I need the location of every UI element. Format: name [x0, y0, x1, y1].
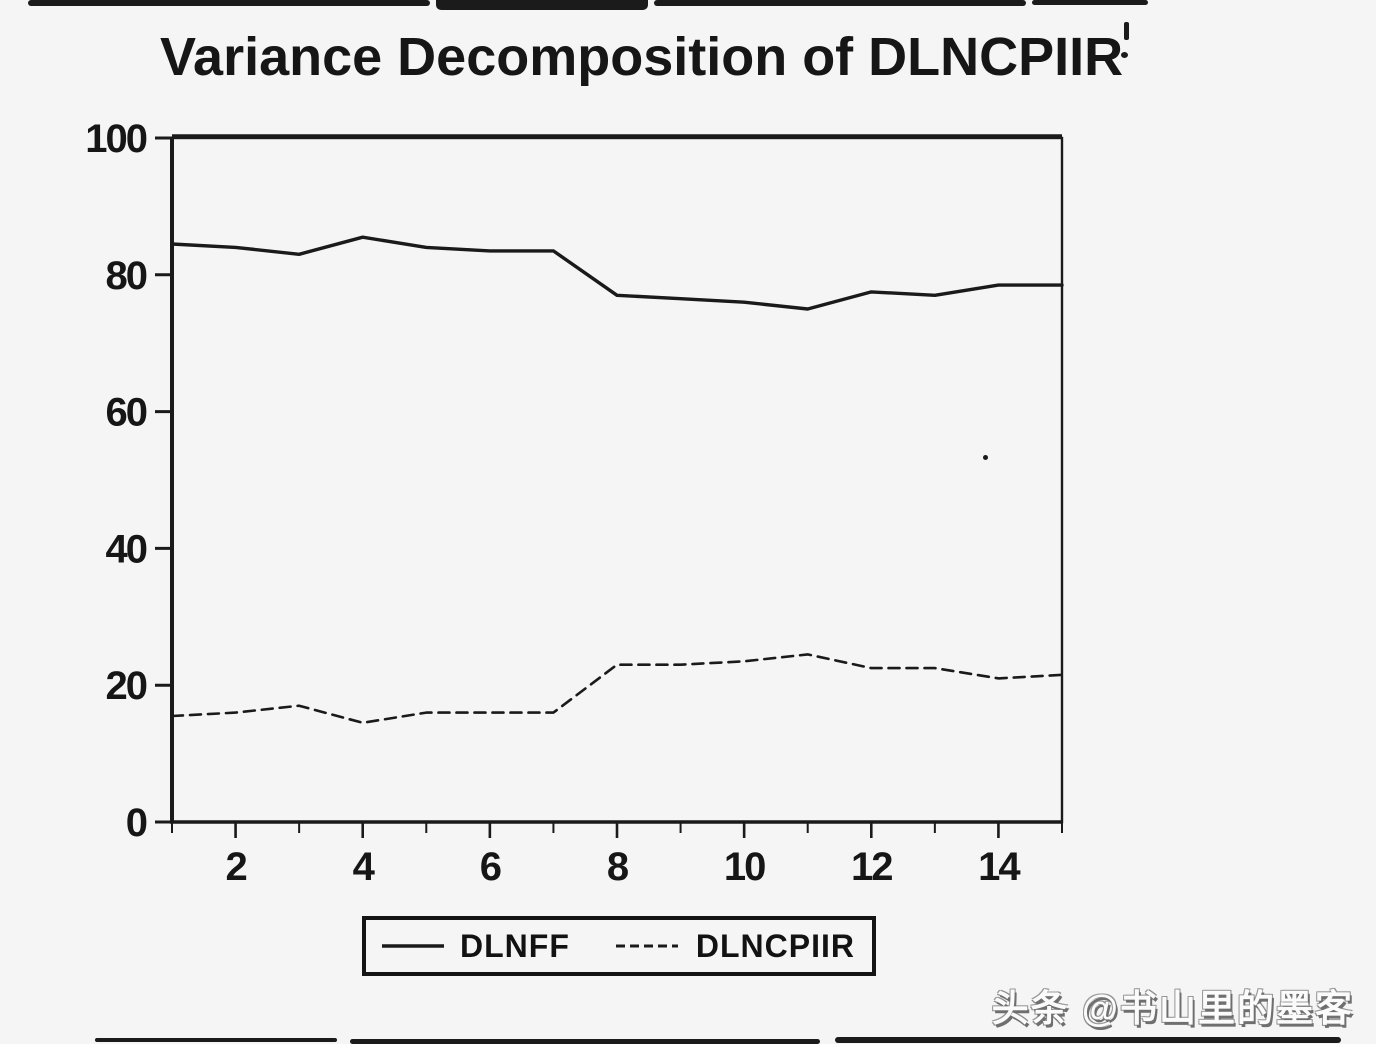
- x-tick-label: 8: [607, 845, 629, 889]
- x-tick-label: 12: [851, 845, 892, 889]
- x-tick-label: 10: [724, 845, 765, 889]
- scan-speck: [1124, 22, 1129, 40]
- scan-smudge-top: [436, 0, 648, 10]
- scan-smudge-top: [654, 0, 1026, 6]
- scan-speck: [1121, 52, 1128, 58]
- y-tick-label: 60: [106, 391, 147, 435]
- legend-label-dlnff: DLNFF: [460, 927, 570, 964]
- plot-border: [170, 136, 1064, 824]
- legend-item-dlncpiir: DLNCPIIR: [614, 928, 855, 965]
- scan-smudge-bottom: [350, 1039, 820, 1044]
- scan-smudge-bottom: [835, 1037, 1341, 1043]
- y-tick-label: 100: [85, 117, 146, 161]
- x-tick-label: 6: [480, 845, 501, 889]
- series-line-dlnff: [170, 235, 1064, 311]
- series-line-dlncpiir: [170, 653, 1064, 725]
- scan-smudge-top: [28, 0, 430, 6]
- scan-smudge-bottom: [95, 1038, 337, 1042]
- x-tick-label: 14: [978, 845, 1021, 889]
- x-tick-label: 4: [353, 845, 376, 889]
- chart-title: Variance Decomposition of DLNCPIIR: [160, 27, 1124, 87]
- watermark: 头条 @书山里的墨客: [991, 988, 1354, 1029]
- y-tick-label: 20: [106, 664, 147, 708]
- scan-smudge-top: [1032, 0, 1148, 5]
- y-tick-label: 80: [106, 254, 147, 298]
- y-tick-label: 0: [126, 801, 147, 845]
- legend-box: DLNFF DLNCPIIR: [362, 916, 876, 976]
- x-tick-label: 2: [225, 845, 246, 889]
- legend-label-dlncpiir: DLNCPIIR: [695, 927, 855, 964]
- legend-item-dlnff: DLNFF: [380, 928, 570, 965]
- y-tick-label: 40: [106, 527, 147, 571]
- legend-solid-line-sample: [382, 944, 444, 948]
- legend-dashed-line-sample: [615, 944, 678, 948]
- scan-speck: [983, 455, 988, 460]
